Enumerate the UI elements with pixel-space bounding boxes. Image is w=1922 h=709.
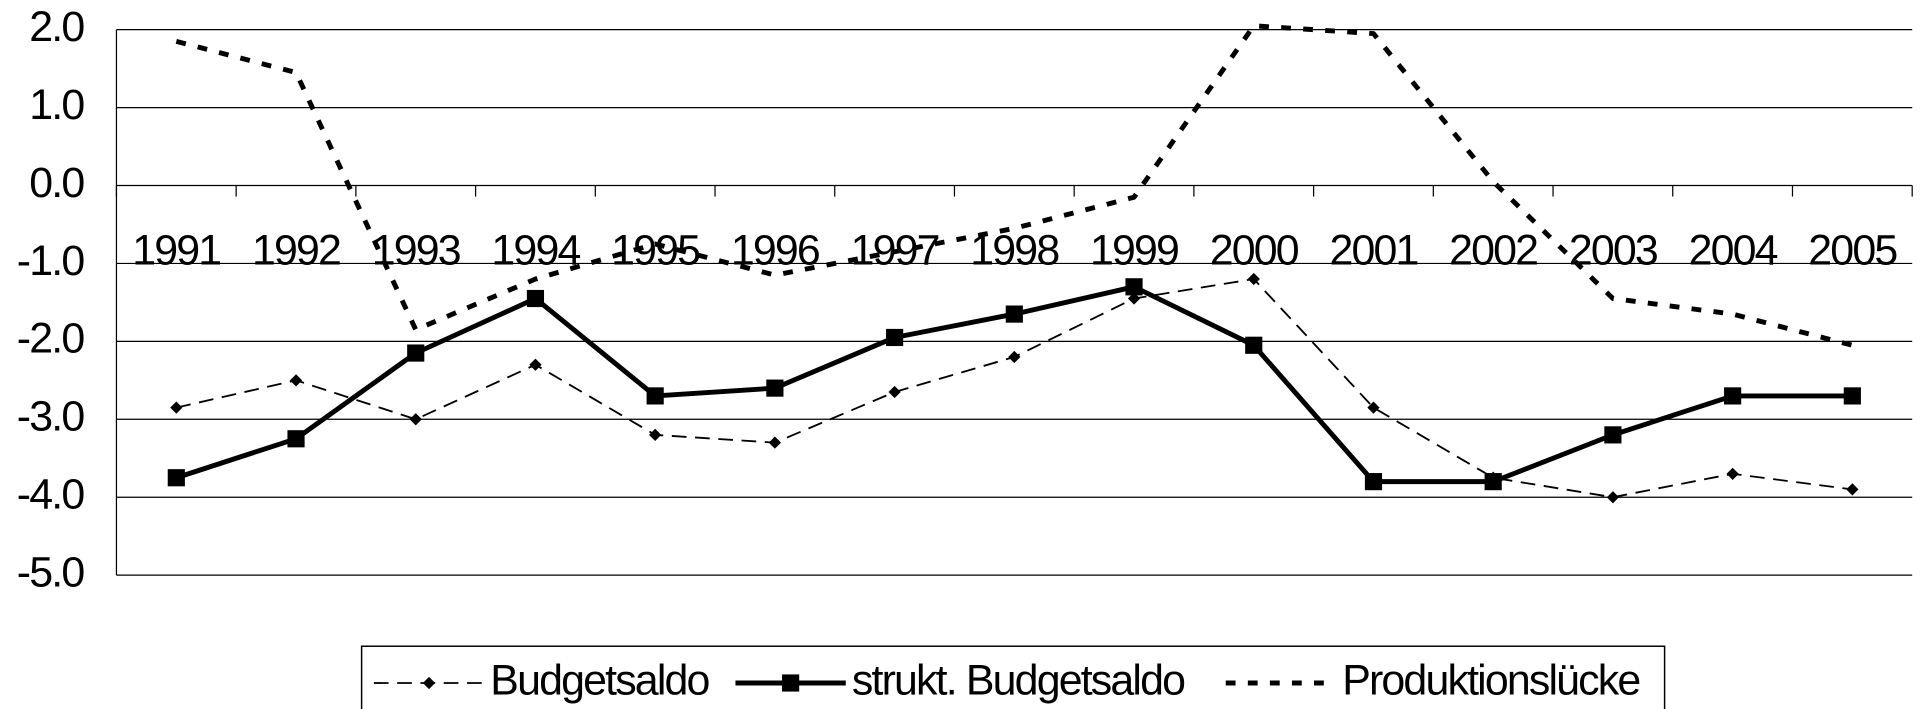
y-tick-label: 1.0 bbox=[29, 81, 84, 129]
marker bbox=[407, 344, 425, 362]
legend-box bbox=[360, 645, 1666, 709]
marker bbox=[1846, 483, 1859, 496]
marker bbox=[1724, 387, 1742, 405]
legend-label: Produktionslücke bbox=[1342, 656, 1639, 704]
y-tick-label: -5.0 bbox=[17, 548, 85, 596]
marker bbox=[1604, 426, 1622, 444]
y-tick-label: -4.0 bbox=[17, 471, 85, 519]
marker bbox=[768, 436, 782, 449]
x-tick-label: 1991 bbox=[132, 226, 220, 274]
marker bbox=[766, 379, 784, 397]
marker bbox=[526, 289, 545, 308]
x-tick-label: 2004 bbox=[1689, 226, 1778, 274]
y-tick-label: -1.0 bbox=[17, 237, 85, 285]
x-tick-label: 1992 bbox=[252, 226, 340, 274]
marker bbox=[167, 469, 185, 487]
x-tick-label: 2001 bbox=[1329, 226, 1417, 274]
marker bbox=[649, 428, 662, 442]
marker bbox=[1247, 272, 1260, 286]
marker bbox=[1125, 278, 1143, 296]
legend-marker bbox=[422, 676, 436, 690]
y-tick-label: 2.0 bbox=[29, 3, 84, 51]
marker bbox=[1364, 473, 1383, 491]
y-tick-label: -3.0 bbox=[17, 393, 85, 441]
marker bbox=[170, 401, 183, 414]
marker bbox=[1367, 401, 1380, 414]
marker bbox=[1606, 491, 1620, 504]
marker bbox=[1726, 467, 1739, 480]
x-tick-label: 2002 bbox=[1449, 226, 1537, 274]
marker bbox=[287, 430, 305, 448]
marker bbox=[1245, 336, 1263, 354]
marker bbox=[409, 413, 422, 426]
x-tick-label: 1994 bbox=[491, 226, 580, 274]
x-tick-label: 2005 bbox=[1808, 226, 1897, 274]
marker bbox=[1484, 473, 1502, 491]
legend-marker bbox=[782, 674, 800, 692]
marker bbox=[888, 385, 901, 399]
marker bbox=[1005, 305, 1023, 323]
marker bbox=[289, 374, 303, 387]
marker bbox=[1843, 387, 1861, 405]
legend-label: Budgetsaldo bbox=[490, 656, 709, 704]
marker bbox=[886, 328, 904, 347]
legend-label: strukt. Budgetsaldo bbox=[852, 656, 1185, 704]
x-tick-label: 2003 bbox=[1569, 226, 1657, 274]
x-tick-label: 2000 bbox=[1210, 226, 1299, 274]
marker bbox=[1127, 292, 1141, 305]
marker bbox=[646, 387, 664, 405]
y-tick-label: 0.0 bbox=[29, 159, 84, 207]
y-tick-label: -2.0 bbox=[17, 315, 85, 363]
x-tick-label: 1999 bbox=[1090, 226, 1178, 274]
x-tick-label: 1995 bbox=[611, 226, 700, 274]
series-line bbox=[175, 23, 1853, 348]
